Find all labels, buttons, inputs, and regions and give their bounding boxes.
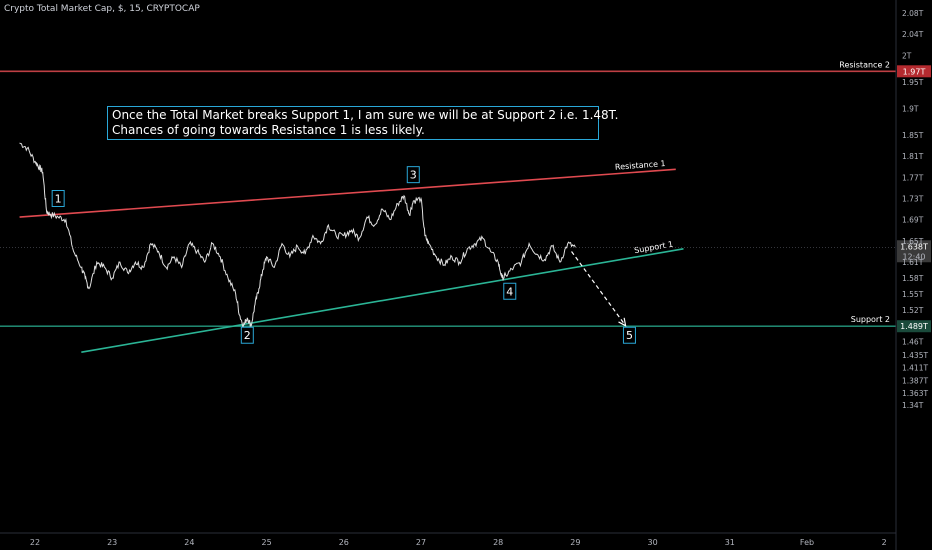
annotation-line-1: Once the Total Market breaks Support 1, … bbox=[112, 108, 619, 122]
wave-label-box-4[interactable] bbox=[503, 282, 517, 300]
y-tick-label: 1.55T bbox=[902, 290, 924, 299]
x-tick-label: 23 bbox=[107, 538, 117, 547]
y-tick-label: 1.435T bbox=[902, 351, 928, 360]
y-tick-label: 1.73T bbox=[902, 195, 924, 204]
wave-label-box-3[interactable] bbox=[406, 166, 420, 184]
y-tick-label: 1.81T bbox=[902, 152, 924, 161]
chart-header-title: Crypto Total Market Cap, $, 15, CRYPTOCA… bbox=[4, 4, 200, 14]
y-tick-label: 1.61T bbox=[902, 258, 924, 267]
x-tick-label: 27 bbox=[416, 538, 426, 547]
x-tick-label: 29 bbox=[570, 538, 580, 547]
y-tick-label: 1.65T bbox=[902, 237, 924, 246]
x-tick-label: 30 bbox=[648, 538, 658, 547]
level-name-1: Resistance 2 bbox=[839, 60, 890, 69]
wave-label-3: 3 bbox=[410, 169, 417, 182]
y-tick-label: 1.69T bbox=[902, 216, 924, 225]
trendline-name-1: Resistance 1 bbox=[615, 159, 666, 172]
countdown-value: 12:40 bbox=[902, 252, 925, 261]
level-tag-1 bbox=[897, 65, 931, 78]
last-price-value: 1.638T bbox=[900, 242, 928, 251]
y-tick-label: 1.387T bbox=[902, 376, 928, 385]
wave-label-1: 1 bbox=[55, 193, 62, 206]
trendline-1[interactable] bbox=[19, 168, 676, 218]
price-series-line[interactable] bbox=[19, 142, 576, 329]
y-tick-label: 1.95T bbox=[902, 78, 924, 87]
wave-label-2: 2 bbox=[244, 329, 251, 342]
x-tick-label: 22 bbox=[30, 538, 40, 547]
trendline-2[interactable] bbox=[81, 248, 684, 353]
y-tick-label: 1.77T bbox=[902, 173, 924, 182]
x-tick-label: 25 bbox=[262, 538, 272, 547]
wave-label-box-2[interactable] bbox=[240, 326, 254, 344]
y-tick-label: 1.52T bbox=[902, 306, 924, 315]
y-tick-label: 1.46T bbox=[902, 338, 924, 347]
y-tick-label: 1.34T bbox=[902, 401, 924, 410]
y-tick-label: 1.411T bbox=[902, 364, 928, 373]
x-tick-label: 26 bbox=[339, 538, 349, 547]
x-tick-label: Feb bbox=[800, 538, 814, 547]
wave-label-box-1[interactable] bbox=[51, 190, 65, 207]
last-price-tag bbox=[897, 240, 931, 263]
level-tag-value-2: 1.489T bbox=[900, 322, 928, 331]
wave-label-box-5[interactable] bbox=[622, 326, 636, 344]
y-tick-label: 1.58T bbox=[902, 274, 924, 283]
level-name-2: Support 2 bbox=[851, 315, 890, 324]
projection-arrow-line[interactable] bbox=[571, 251, 627, 327]
wave-label-4: 4 bbox=[506, 285, 513, 298]
y-tick-label: 1.85T bbox=[902, 131, 924, 140]
y-tick-label: 2.04T bbox=[902, 30, 924, 39]
y-tick-label: 2T bbox=[902, 51, 912, 60]
x-tick-label: 31 bbox=[725, 538, 735, 547]
annotation-callout[interactable]: Once the Total Market breaks Support 1, … bbox=[107, 106, 619, 140]
y-tick-label: 1.9T bbox=[902, 104, 919, 113]
x-tick-label: 28 bbox=[493, 538, 503, 547]
wave-label-5: 5 bbox=[626, 329, 633, 342]
level-tag-2 bbox=[897, 320, 931, 333]
x-tick-label: 2 bbox=[882, 538, 887, 547]
y-tick-label: 1.363T bbox=[902, 389, 928, 398]
level-tag-value-1: 1.97T bbox=[903, 67, 926, 76]
annotation-line-2: Chances of going towards Resistance 1 is… bbox=[112, 123, 425, 137]
y-tick-label: 2.08T bbox=[902, 9, 924, 18]
x-tick-label: 24 bbox=[184, 538, 194, 547]
projection-arrow-head bbox=[618, 317, 627, 327]
